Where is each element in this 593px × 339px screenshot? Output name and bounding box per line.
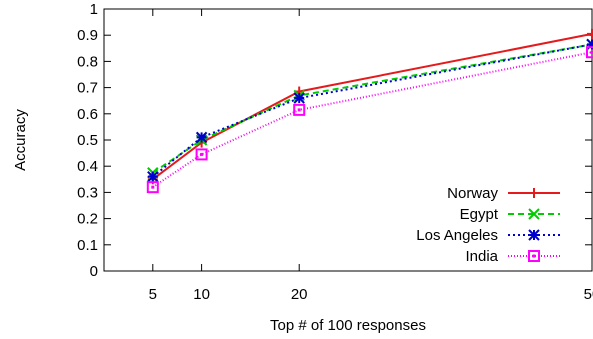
data-point [528,229,540,241]
series-line [152,51,593,189]
series-egypt [147,38,593,179]
data-point [195,131,208,144]
data-point [587,28,593,39]
y-tick-label: 0.1 [77,237,98,254]
y-tick-label: 0.9 [77,27,98,44]
y-tick-label: 0.6 [77,106,98,123]
data-point [147,170,159,183]
legend-label: Egypt [460,206,499,223]
y-tick-label: 0 [90,263,98,280]
x-tick-label: 50 [584,286,593,303]
y-tick-label: 0.4 [77,158,98,175]
data-point [529,188,539,198]
x-tick-label: 20 [291,286,308,303]
y-tick-label: 0.2 [77,211,98,228]
y-tick-label: 1 [90,1,98,18]
series-india [146,46,593,194]
series-line [152,32,593,181]
legend-label: India [465,248,498,265]
y-axis-label: Accuracy [12,109,29,171]
data-point [586,46,593,59]
data-point [528,208,540,220]
legend-entry: Los Angeles [416,227,560,244]
y-tick-label: 0.7 [77,80,98,97]
data-point [146,181,159,194]
data-point [528,250,540,262]
series-line [152,43,593,174]
x-tick-label: 10 [193,286,210,303]
y-tick-label: 0.5 [77,132,98,149]
legend-entry: India [465,248,560,265]
legend-label: Los Angeles [416,227,498,244]
series-line [152,43,593,178]
y-tick-label: 0.3 [77,184,98,201]
x-axis-label: Top # of 100 responses [270,317,426,334]
legend-entry: Egypt [460,206,560,223]
y-tick-label: 0.8 [77,53,98,70]
data-point [293,92,305,104]
data-point [293,103,306,116]
data-point [195,148,208,161]
legend-entry: Norway [447,185,560,202]
series-norway [147,28,593,185]
series-los-angeles [147,38,593,183]
legend-label: Norway [447,185,498,202]
x-tick-label: 5 [149,286,157,303]
